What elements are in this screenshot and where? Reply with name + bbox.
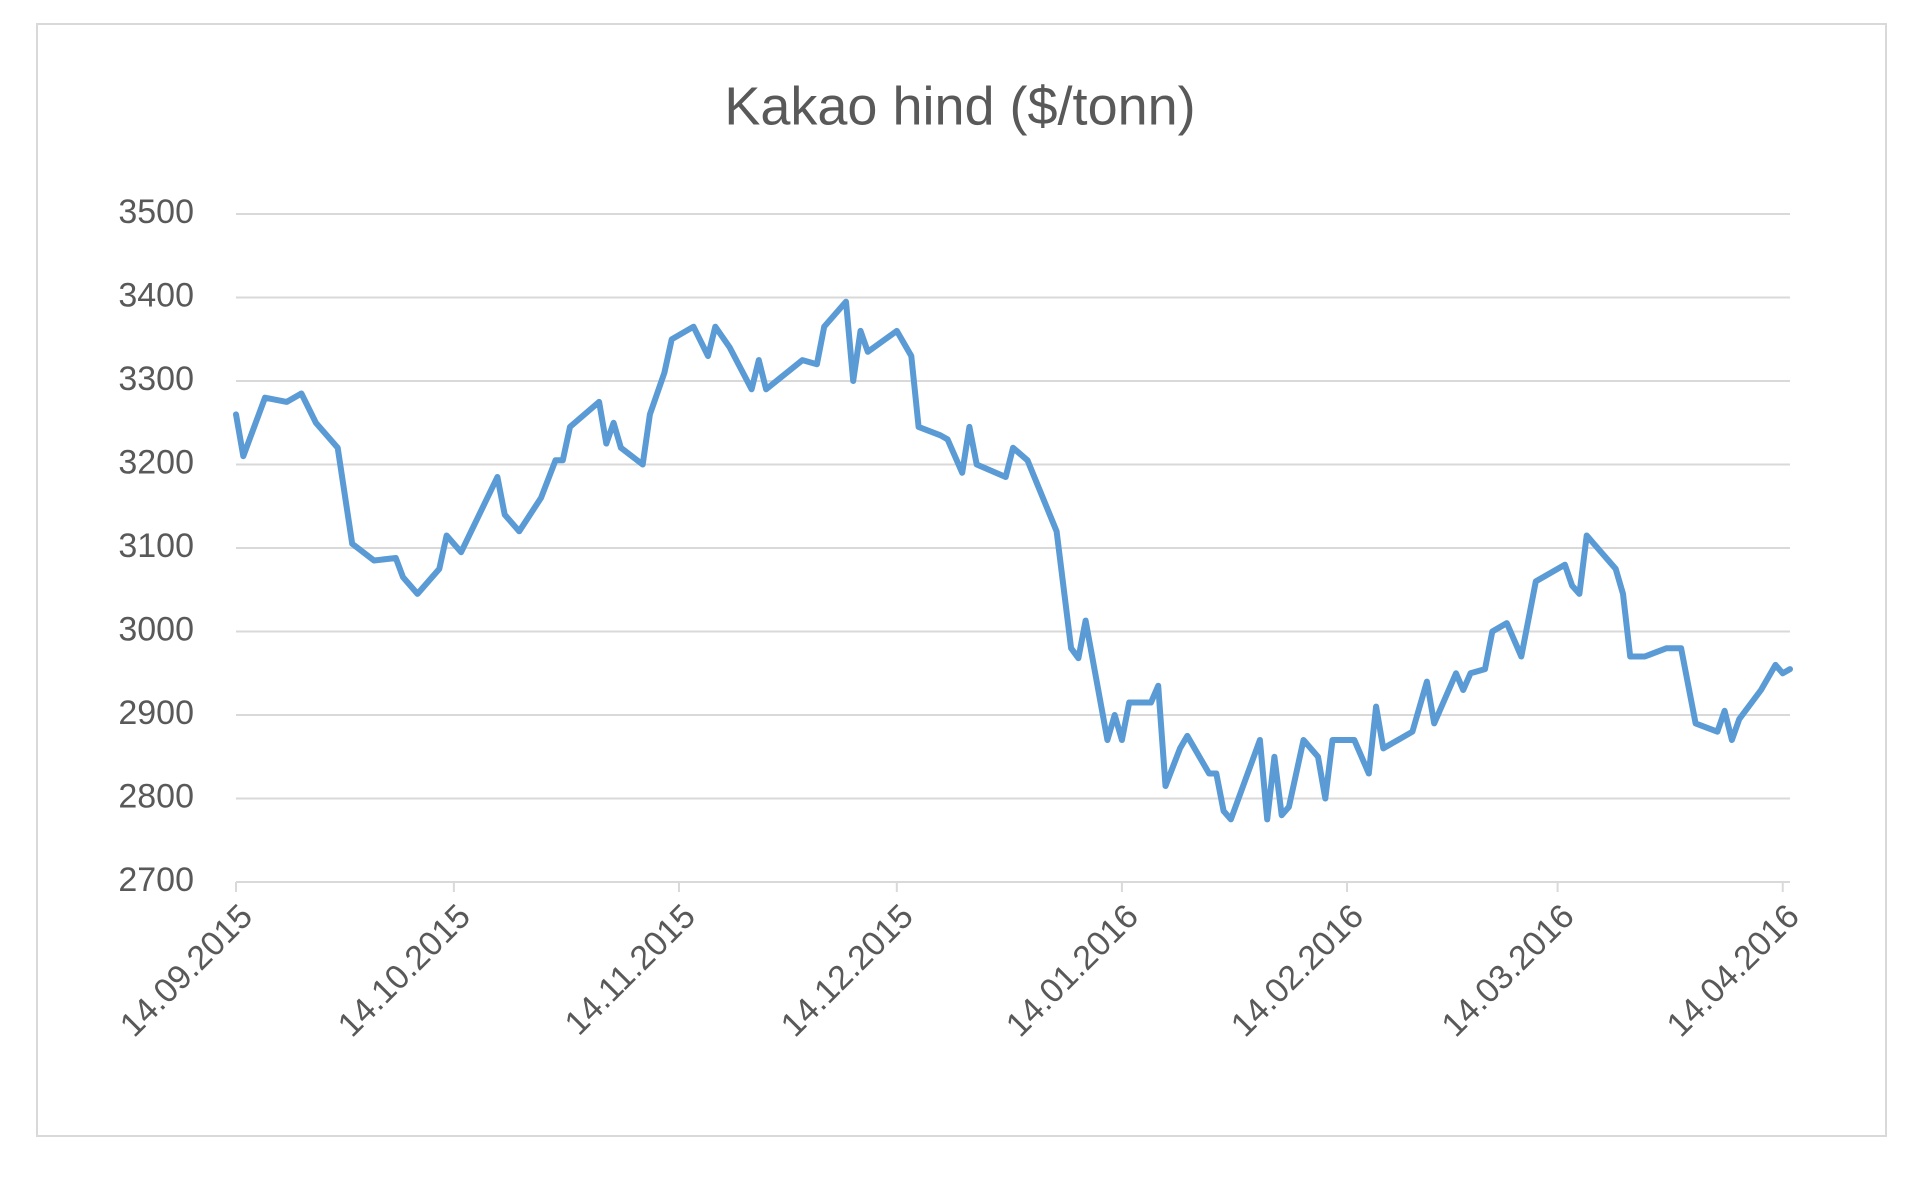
y-tick-label: 3500: [118, 193, 194, 231]
chart-border: [36, 23, 1887, 1137]
y-tick-label: 2900: [118, 694, 194, 732]
y-tick-label: 2800: [118, 777, 194, 815]
y-tick-label: 3400: [118, 276, 194, 314]
y-tick-label: 2700: [118, 861, 194, 899]
y-tick-label: 3000: [118, 610, 194, 648]
chart-title: Kakao hind ($/tonn): [724, 76, 1195, 136]
y-tick-label: 3200: [118, 443, 194, 481]
price-line: [233, 298, 1793, 823]
y-tick-label: 3300: [118, 360, 194, 398]
y-tick-label: 3100: [118, 527, 194, 565]
